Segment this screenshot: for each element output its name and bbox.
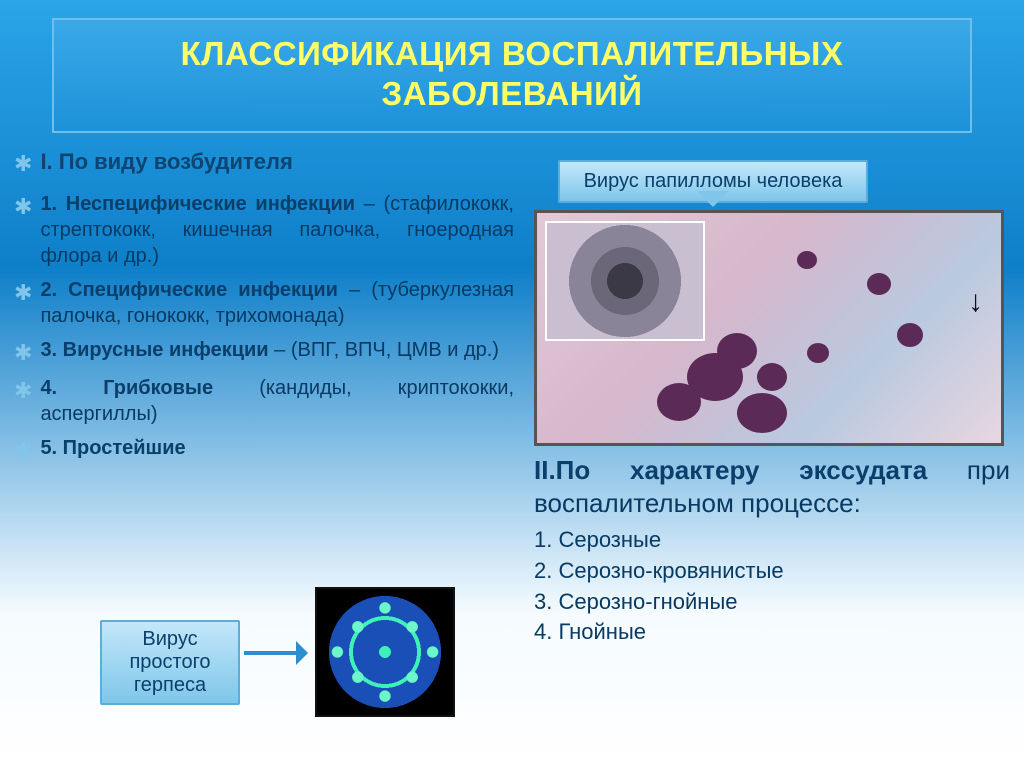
item-text: 3. Вирусные инфекции – (ВПГ, ВПЧ, ЦМВ и … bbox=[40, 337, 499, 363]
list-item: 1. Серозные bbox=[534, 525, 1010, 556]
list-item: ✱ 2. Специфические инфекции – (туберкуле… bbox=[14, 277, 514, 329]
item-text: 5. Простейшие bbox=[40, 435, 185, 461]
bullet-star-icon: ✱ bbox=[14, 193, 32, 222]
item-text: 4. Грибковые (кандиды, криптококки, аспе… bbox=[40, 375, 514, 427]
list-item: ✱ 3. Вирусные инфекции – (ВПГ, ВПЧ, ЦМВ … bbox=[14, 337, 514, 368]
right-list: 1. Серозные 2. Серозно-кровянистые 3. Се… bbox=[534, 525, 1010, 648]
bullet-star-icon: ✱ bbox=[14, 279, 32, 308]
title-box: КЛАССИФИКАЦИЯ ВОСПАЛИТЕЛЬНЫХ ЗАБОЛЕВАНИЙ bbox=[52, 18, 972, 133]
list-item: ✱ 1. Неспецифические инфекции – (стафило… bbox=[14, 191, 514, 269]
section-2-heading: II.По характеру экссудата при воспалител… bbox=[534, 454, 1010, 519]
callout-hpv: Вирус папилломы человека bbox=[558, 160, 868, 203]
list-item: 4. Гнойные bbox=[534, 617, 1010, 648]
micrograph-image: ↓ bbox=[534, 210, 1004, 446]
list-item: 3. Серозно-гнойные bbox=[534, 587, 1010, 618]
callout-hpv-label: Вирус папилломы человека bbox=[584, 170, 843, 192]
arrow-right-icon bbox=[244, 651, 304, 655]
section-1-heading-row: ✱ I. По виду возбудителя bbox=[14, 148, 514, 183]
item-text: 2. Специфические инфекции – (туберкулезн… bbox=[40, 277, 514, 329]
bullet-star-icon: ✱ bbox=[14, 377, 32, 406]
virus-image bbox=[315, 587, 455, 717]
callout-hsv-label: Вирус простого герпеса bbox=[129, 628, 210, 696]
left-column: ✱ I. По виду возбудителя ✱ 1. Неспецифич… bbox=[14, 148, 514, 474]
bullet-star-icon: ✱ bbox=[14, 150, 32, 179]
slide-title: КЛАССИФИКАЦИЯ ВОСПАЛИТЕЛЬНЫХ ЗАБОЛЕВАНИЙ bbox=[64, 34, 960, 113]
right-column: II.По характеру экссудата при воспалител… bbox=[534, 454, 1010, 648]
callout-hsv: Вирус простого герпеса bbox=[100, 620, 240, 705]
micrograph-inset bbox=[545, 221, 705, 341]
arrow-down-icon: ↓ bbox=[968, 285, 983, 319]
item-text: 1. Неспецифические инфекции – (стафилоко… bbox=[40, 191, 514, 269]
list-item: 2. Серозно-кровянистые bbox=[534, 556, 1010, 587]
list-item: ✱ 5. Простейшие bbox=[14, 435, 514, 466]
list-item: ✱ 4. Грибковые (кандиды, криптококки, ас… bbox=[14, 375, 514, 427]
section-1-heading: I. По виду возбудителя bbox=[40, 148, 292, 177]
bullet-star-icon: ✱ bbox=[14, 339, 32, 368]
bullet-star-icon: ✱ bbox=[14, 437, 32, 466]
